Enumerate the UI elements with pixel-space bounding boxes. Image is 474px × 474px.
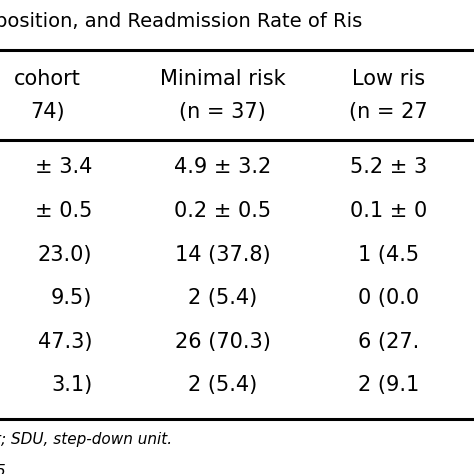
Text: 0.2 ± 0.5: 0.2 ± 0.5 (174, 201, 271, 221)
Text: position, and Readmission Rate of Ris: position, and Readmission Rate of Ris (0, 12, 363, 31)
Text: 0.1 ± 0: 0.1 ± 0 (350, 201, 427, 221)
Text: t; SDU, step-down unit.: t; SDU, step-down unit. (0, 432, 173, 447)
Text: 6 (27.: 6 (27. (358, 332, 419, 352)
Text: 2 (5.4): 2 (5.4) (188, 288, 257, 308)
Text: 9.5): 9.5) (51, 288, 92, 308)
Text: 74): 74) (30, 102, 65, 122)
Text: 47.3): 47.3) (38, 332, 92, 352)
Text: 23.0): 23.0) (38, 245, 92, 264)
Text: ± 0.5: ± 0.5 (35, 201, 92, 221)
Text: 0 (0.0: 0 (0.0 (358, 288, 419, 308)
Text: 26 (70.3): 26 (70.3) (175, 332, 271, 352)
Text: cohort: cohort (14, 69, 81, 89)
Text: Low ris: Low ris (352, 69, 425, 89)
Text: 2 (5.4): 2 (5.4) (188, 375, 257, 395)
Text: ± 3.4: ± 3.4 (35, 157, 92, 177)
Text: 3.1): 3.1) (51, 375, 92, 395)
Text: 5.2 ± 3: 5.2 ± 3 (350, 157, 427, 177)
Text: Minimal risk: Minimal risk (160, 69, 286, 89)
Text: (n = 27: (n = 27 (349, 102, 428, 122)
Text: 2 (9.1: 2 (9.1 (358, 375, 419, 395)
Text: (n = 37): (n = 37) (179, 102, 266, 122)
Text: 5.: 5. (0, 464, 10, 474)
Text: 14 (37.8): 14 (37.8) (175, 245, 271, 264)
Text: 1 (4.5: 1 (4.5 (358, 245, 419, 264)
Text: 4.9 ± 3.2: 4.9 ± 3.2 (174, 157, 272, 177)
